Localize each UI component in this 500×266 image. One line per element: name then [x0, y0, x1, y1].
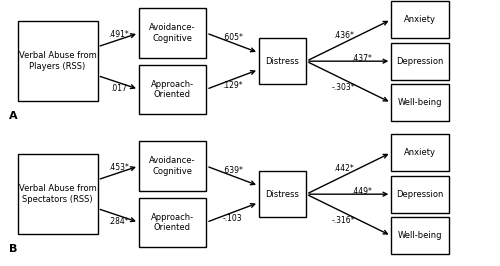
FancyBboxPatch shape	[18, 21, 98, 101]
FancyBboxPatch shape	[138, 198, 206, 247]
Text: A: A	[9, 111, 18, 121]
FancyBboxPatch shape	[391, 217, 449, 254]
Text: .491*: .491*	[108, 30, 128, 39]
Text: Avoidance-
Cognitive: Avoidance- Cognitive	[149, 156, 196, 176]
Text: -.316*: -.316*	[332, 216, 355, 225]
Text: Distress: Distress	[266, 57, 300, 66]
Text: Anxiety: Anxiety	[404, 148, 436, 157]
FancyBboxPatch shape	[18, 154, 98, 234]
Text: Verbal Abuse from
Spectators (RSS): Verbal Abuse from Spectators (RSS)	[18, 185, 96, 204]
Text: Depression: Depression	[396, 190, 444, 199]
Text: .449*: .449*	[351, 187, 372, 196]
Text: -.303*: -.303*	[332, 83, 355, 92]
FancyBboxPatch shape	[138, 65, 206, 114]
Text: B: B	[9, 244, 18, 254]
FancyBboxPatch shape	[391, 43, 449, 80]
Text: .437*: .437*	[351, 54, 372, 63]
FancyBboxPatch shape	[259, 38, 306, 85]
Text: .442*: .442*	[334, 164, 354, 173]
Text: .453*: .453*	[108, 163, 128, 172]
Text: .017: .017	[110, 84, 126, 93]
Text: Well-being: Well-being	[398, 231, 442, 240]
Text: Well-being: Well-being	[398, 98, 442, 107]
Text: Anxiety: Anxiety	[404, 15, 436, 24]
FancyBboxPatch shape	[259, 171, 306, 218]
FancyBboxPatch shape	[391, 176, 449, 213]
Text: Verbal Abuse from
Players (RSS): Verbal Abuse from Players (RSS)	[18, 52, 96, 71]
Text: -.103: -.103	[222, 214, 242, 223]
FancyBboxPatch shape	[391, 1, 449, 38]
FancyBboxPatch shape	[391, 134, 449, 171]
FancyBboxPatch shape	[138, 142, 206, 191]
Text: Approach-
Oriented: Approach- Oriented	[151, 213, 194, 232]
Text: Depression: Depression	[396, 57, 444, 66]
FancyBboxPatch shape	[391, 84, 449, 121]
Text: Avoidance-
Cognitive: Avoidance- Cognitive	[149, 23, 196, 43]
FancyBboxPatch shape	[138, 9, 206, 58]
Text: .436*: .436*	[334, 31, 354, 40]
Text: .284*: .284*	[108, 217, 128, 226]
Text: .129*: .129*	[222, 81, 243, 90]
Text: .605*: .605*	[222, 32, 243, 41]
Text: .639*: .639*	[222, 165, 243, 174]
Text: Distress: Distress	[266, 190, 300, 199]
Text: Approach-
Oriented: Approach- Oriented	[151, 80, 194, 99]
